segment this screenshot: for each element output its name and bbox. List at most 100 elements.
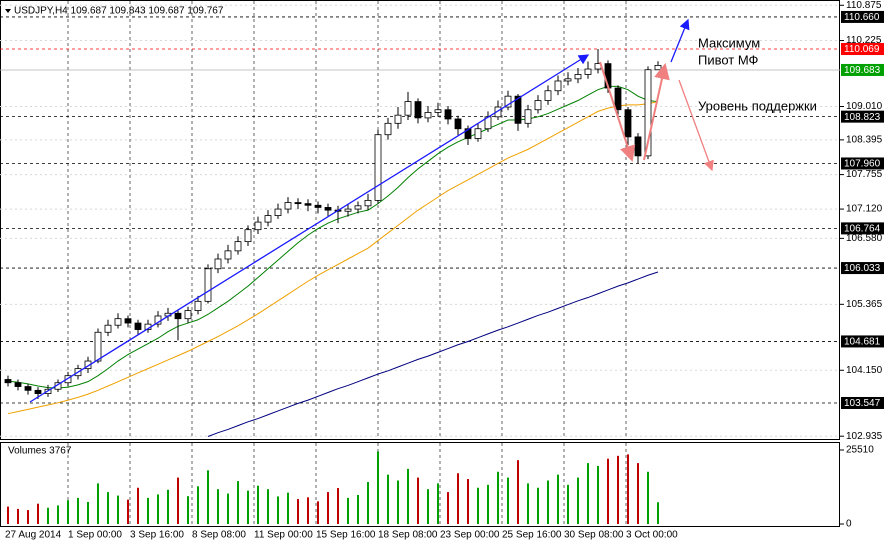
candle-body xyxy=(574,74,582,80)
level-label: 103.547 xyxy=(844,398,881,409)
level-label-box xyxy=(841,222,884,235)
candle-body xyxy=(294,202,302,205)
candle-body xyxy=(274,208,282,216)
x-tick-label: 11 Sep 00:00 xyxy=(254,530,313,541)
level-label: 108.823 xyxy=(844,112,881,123)
y-tick-label: 110.875 xyxy=(846,0,882,11)
candle-body xyxy=(644,69,652,157)
annotation: Максимум xyxy=(698,35,760,50)
x-tick-label: 25 Sep 16:00 xyxy=(502,530,562,541)
level-label: 109.683 xyxy=(844,65,881,76)
candle-body xyxy=(564,78,572,82)
x-tick-label: 23 Sep 00:00 xyxy=(440,530,500,541)
candle-body xyxy=(124,318,132,324)
level-label: 110.660 xyxy=(844,12,880,23)
y-tick-label: 106.580 xyxy=(846,233,883,244)
candle-body xyxy=(364,199,372,207)
level-label-box xyxy=(841,335,884,348)
candle-body xyxy=(394,114,402,124)
y-tick-label: 108.395 xyxy=(846,135,883,146)
support-arrow xyxy=(678,79,714,172)
x-tick-label: 15 Sep 16:00 xyxy=(316,530,376,541)
levels-layer xyxy=(0,16,840,404)
level-label: 104.681 xyxy=(844,337,881,348)
candle-body xyxy=(424,112,432,119)
candle-body xyxy=(464,128,472,139)
candle-body xyxy=(204,268,212,302)
candle-body xyxy=(534,100,542,111)
x-tick-label: 18 Sep 08:00 xyxy=(378,530,438,541)
level-label: 106.033 xyxy=(844,263,881,274)
volume-frame xyxy=(0,442,840,527)
candle-body xyxy=(354,205,362,210)
candle-body xyxy=(384,122,392,136)
candle-body xyxy=(104,324,112,333)
drop-arrow xyxy=(599,61,636,162)
candle-body xyxy=(404,101,412,116)
y-tick-label: 104.150 xyxy=(846,365,883,376)
candle-body xyxy=(344,208,352,212)
candle-body xyxy=(244,229,252,243)
candle-body xyxy=(34,389,42,394)
candle-body xyxy=(24,386,32,391)
candle-body xyxy=(174,312,182,320)
candle-body xyxy=(634,136,642,157)
candle-body xyxy=(554,80,562,92)
level-label: 106.764 xyxy=(844,224,881,235)
candle-body xyxy=(284,202,292,210)
candle-body xyxy=(514,95,522,124)
candle-body xyxy=(544,90,552,101)
candle-body xyxy=(134,322,142,330)
y-tick-label: 109.010 xyxy=(846,101,883,112)
candle-body xyxy=(14,382,22,387)
candle-body xyxy=(584,68,592,75)
annotation: Пивот МФ xyxy=(698,52,759,67)
x-tick-label: 27 Aug 2014 xyxy=(5,530,62,541)
candle-body xyxy=(504,95,512,108)
candle-body xyxy=(494,106,502,118)
volume-tick-label: 0 xyxy=(846,519,852,530)
x-tick-label: 3 Sep 16:00 xyxy=(130,530,184,541)
candle-body xyxy=(324,207,332,211)
y-tick-label: 107.755 xyxy=(846,169,883,180)
y-tick-label: 107.120 xyxy=(846,204,883,215)
annotation: Уровень поддержки xyxy=(698,98,817,113)
level-label: 110.069 xyxy=(844,44,880,55)
level-label-box xyxy=(841,43,884,56)
candle-body xyxy=(474,128,482,139)
level-label-box xyxy=(841,110,884,123)
candle-body xyxy=(454,118,462,130)
candle-body xyxy=(264,215,272,223)
volume-label: Volumes 3767 xyxy=(8,446,72,457)
y-tick-label: 105.365 xyxy=(846,299,883,310)
level-label: 107.960 xyxy=(844,159,881,170)
moving-average xyxy=(7,85,659,389)
candle-body xyxy=(114,318,122,326)
candle-body xyxy=(194,300,202,311)
candle-body xyxy=(374,134,382,201)
y-tick-label: 110.225 xyxy=(846,35,882,46)
x-tick-label: 8 Sep 08:00 xyxy=(192,530,246,541)
candle-body xyxy=(234,241,242,252)
candles-layer xyxy=(4,48,662,400)
trend-arrow xyxy=(29,54,590,403)
level-label-box xyxy=(841,396,884,409)
candle-body xyxy=(4,379,12,384)
candle-body xyxy=(434,109,442,113)
level-label-box xyxy=(841,63,884,76)
menu-icon xyxy=(5,9,11,13)
candle-body xyxy=(314,204,322,208)
candle-body xyxy=(304,203,312,206)
candle-body xyxy=(214,258,222,270)
level-label-box xyxy=(841,262,884,275)
x-tick-label: 30 Sep 08:00 xyxy=(564,530,624,541)
breakout-arrow xyxy=(670,18,690,63)
level-label-box xyxy=(841,157,884,170)
x-tick-label: 1 Sep 00:00 xyxy=(68,530,122,541)
candle-body xyxy=(654,65,662,71)
candle-body xyxy=(224,250,232,260)
volume-tick-label: 25510 xyxy=(846,445,874,456)
moving-average xyxy=(207,271,659,437)
candle-body xyxy=(414,101,422,119)
